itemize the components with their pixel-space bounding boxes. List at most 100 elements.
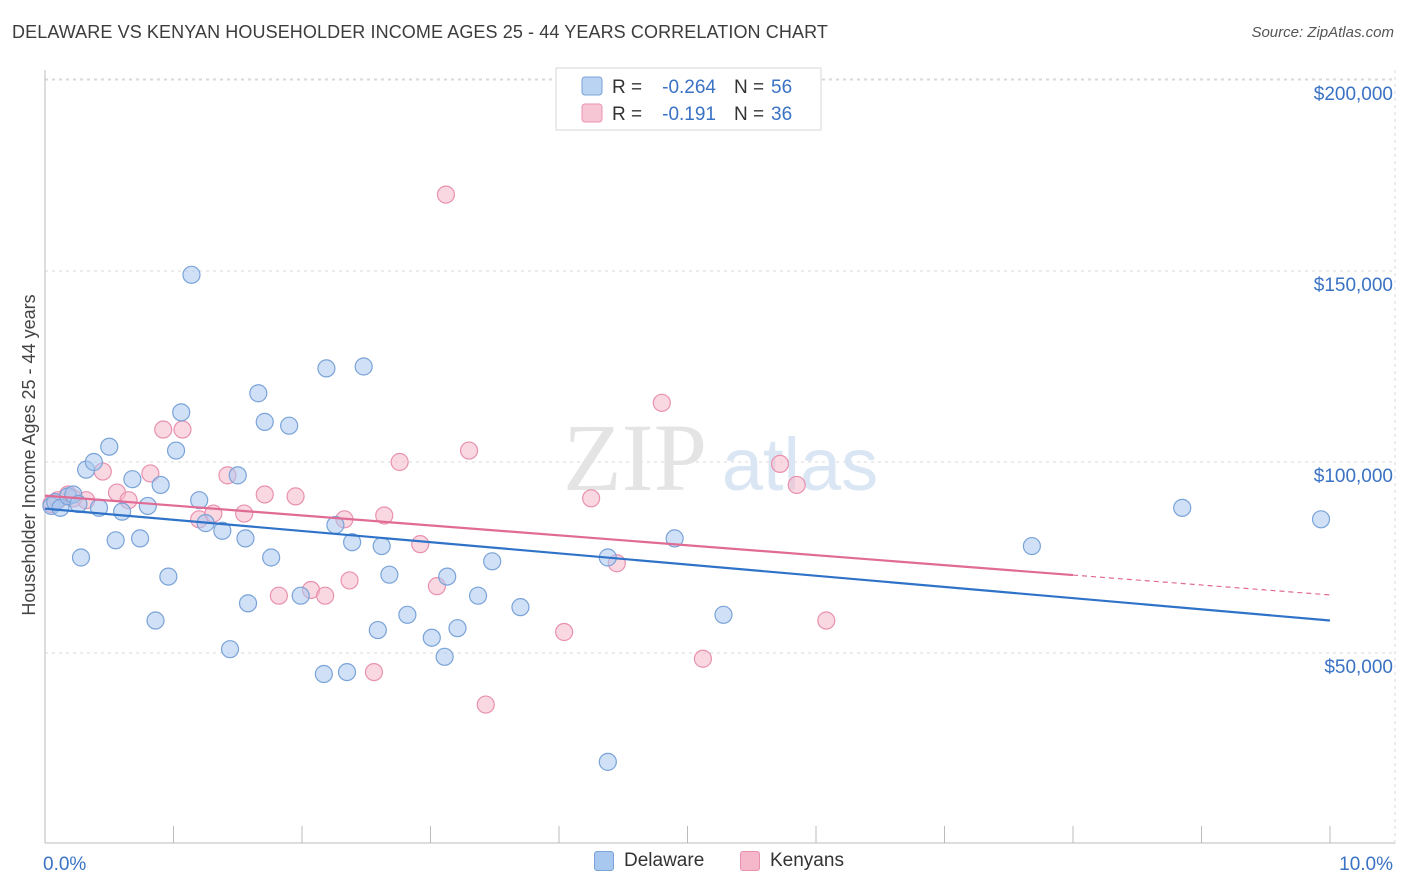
point-delaware: [343, 533, 362, 552]
point-delaware: [100, 437, 119, 456]
point-delaware: [448, 619, 467, 638]
point-delaware: [130, 529, 150, 548]
point-kenyans: [652, 393, 671, 412]
point-delaware: [598, 752, 617, 771]
point-delaware: [1311, 510, 1331, 529]
point-delaware: [249, 384, 268, 403]
legend-item-kenyans[interactable]: Kenyans: [740, 850, 844, 872]
point-kenyans: [693, 649, 713, 668]
legend-r-value: -0.191: [662, 104, 716, 125]
watermark: ZIP atlas: [563, 404, 878, 511]
legend-n-label: N =: [734, 77, 764, 98]
point-delaware: [236, 529, 255, 548]
point-delaware: [368, 620, 387, 640]
x-tick-label-min: 0.0%: [43, 854, 86, 875]
point-kenyans: [555, 622, 574, 642]
point-delaware: [317, 359, 336, 378]
point-delaware: [220, 640, 240, 659]
legend-n-label: N =: [734, 104, 764, 125]
legend-label-kenyans: Kenyans: [770, 850, 844, 871]
point-kenyans: [364, 662, 384, 682]
y-tick-label: $100,000: [1314, 466, 1393, 487]
point-kenyans: [436, 185, 456, 204]
point-delaware: [172, 403, 191, 422]
point-kenyans: [173, 420, 192, 439]
source-credit: Source: ZipAtlas.com: [1251, 24, 1394, 41]
point-delaware: [166, 441, 186, 460]
point-kenyans: [316, 586, 335, 605]
point-delaware: [468, 586, 488, 605]
legend-swatch-delaware: [594, 851, 614, 871]
trend-line-delaware: [44, 507, 1331, 622]
legend-r-label: R =: [612, 104, 642, 125]
point-kenyans: [286, 487, 305, 506]
point-delaware: [71, 548, 91, 567]
point-delaware: [238, 594, 258, 613]
point-delaware: [159, 567, 178, 586]
legend-swatch-kenyans: [740, 851, 760, 871]
point-kenyans: [154, 420, 173, 439]
point-kenyans: [582, 489, 601, 508]
point-delaware: [398, 605, 417, 624]
point-kenyans: [411, 535, 430, 554]
y-tick-label: $50,000: [1324, 657, 1393, 678]
point-kenyans: [375, 506, 394, 525]
point-delaware: [123, 470, 142, 489]
point-delaware: [314, 664, 333, 684]
point-delaware: [151, 475, 170, 495]
series-delaware-points: [42, 265, 1331, 771]
point-delaware: [372, 536, 391, 556]
legend-item-delaware[interactable]: Delaware: [594, 850, 704, 872]
point-delaware: [354, 357, 373, 376]
legend-r-value: -0.264: [662, 77, 716, 98]
point-delaware: [438, 567, 457, 586]
gridlines: [45, 70, 1396, 843]
point-kenyans: [340, 571, 359, 590]
point-delaware: [280, 416, 299, 435]
legend-r-label: R =: [612, 77, 642, 98]
y-tick-label: $200,000: [1314, 84, 1393, 105]
watermark-atlas: atlas: [722, 423, 878, 506]
point-kenyans: [390, 452, 409, 472]
point-delaware: [228, 466, 247, 485]
point-delaware: [422, 628, 441, 647]
point-delaware: [511, 598, 530, 617]
point-kenyans: [141, 464, 160, 483]
legend-n-value: 36: [771, 104, 792, 125]
point-kenyans: [459, 441, 479, 460]
point-delaware: [435, 647, 454, 666]
point-delaware: [1173, 498, 1192, 517]
point-kenyans: [476, 695, 495, 714]
trend-line-kenyans: [44, 494, 1074, 577]
point-delaware: [337, 662, 357, 682]
point-delaware: [380, 565, 399, 584]
legend-n-value: 56: [771, 77, 792, 98]
point-delaware: [190, 491, 209, 510]
legend-bottom: Delaware Kenyans: [0, 850, 1406, 880]
axes: [44, 70, 1395, 844]
legend-swatch-delaware: [581, 76, 603, 96]
point-delaware: [138, 496, 157, 516]
point-delaware: [291, 586, 310, 605]
point-kenyans: [255, 485, 274, 504]
point-kenyans: [787, 475, 806, 495]
point-delaware: [84, 452, 103, 472]
x-tick-label-max: 10.0%: [1339, 854, 1393, 875]
point-delaware: [262, 548, 281, 567]
trend-lines: [44, 494, 1331, 622]
point-delaware: [106, 531, 125, 550]
point-delaware: [1022, 536, 1041, 556]
y-tick-label: $150,000: [1314, 275, 1393, 296]
legend-swatch-kenyans: [581, 103, 603, 123]
point-delaware: [714, 605, 733, 624]
legend-stats: R = -0.264 N = 56 R = -0.191 N = 36: [555, 67, 822, 131]
y-axis-label: Householder Income Ages 25 - 44 years: [19, 294, 39, 615]
point-kenyans: [269, 586, 288, 605]
point-delaware: [255, 412, 274, 431]
point-kenyans: [770, 454, 790, 474]
point-kenyans: [817, 611, 836, 630]
axis-labels: $50,000 $100,000 $150,000 $200,000 0.0% 10.0%…: [19, 84, 1393, 875]
point-delaware: [112, 502, 132, 521]
point-delaware: [213, 521, 232, 540]
